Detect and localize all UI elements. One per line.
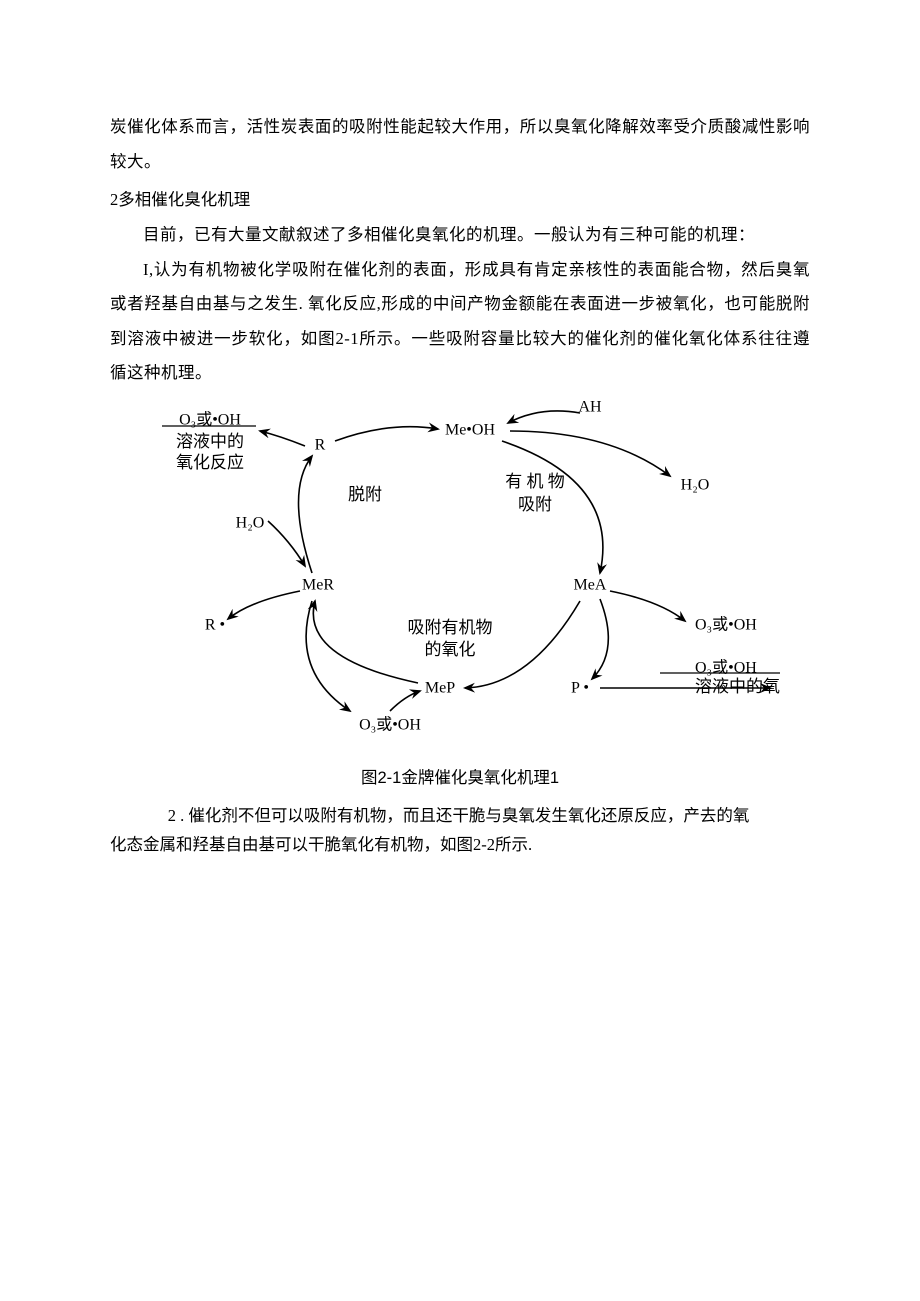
svg-text:MeP: MeP — [425, 680, 455, 697]
svg-text:吸附有机物: 吸附有机物 — [408, 618, 493, 637]
svg-text:有 机 物: 有 机 物 — [505, 472, 565, 491]
svg-text:吸附: 吸附 — [518, 495, 552, 514]
svg-text:R: R — [315, 437, 326, 454]
svg-text:脱附: 脱附 — [348, 485, 382, 504]
svg-text:AH: AH — [578, 401, 602, 416]
svg-text:氧化反应: 氧化反应 — [176, 453, 244, 472]
svg-text:O₃或•OH: O₃或•OH — [359, 716, 421, 734]
svg-text:MeA: MeA — [574, 577, 607, 594]
svg-text:的氧化: 的氧化 — [425, 640, 476, 659]
svg-text:MeR: MeR — [302, 577, 334, 594]
svg-text:溶液中的氧化反应: 溶液中的氧化反应 — [695, 677, 780, 696]
paragraph-5b: 化态金属和羟基自由基可以干脆氧化有机物，如图2-2所示. — [110, 831, 810, 860]
paragraph-1: 炭催化体系而言，活性炭表面的吸附性能起较大作用，所以臭氧化降解效率受介质酸减性影… — [110, 110, 810, 179]
paragraph-3: 目前，已有大量文献叙述了多相催化臭氧化的机理。一般认为有三种可能的机理： — [110, 218, 810, 253]
mechanism-diagram: Me•OHAHH₂OMeAO₃或•OHO₃或•OH溶液中的氧化反应P •MePO… — [140, 401, 810, 746]
paragraph-4: I,认为有机物被化学吸附在催化剂的表面，形成具有肯定亲核性的表面能合物，然后臭氧… — [110, 253, 810, 392]
svg-text:O₃或•OH: O₃或•OH — [695, 616, 757, 634]
svg-text:H₂O: H₂O — [236, 515, 265, 532]
document-page: 炭催化体系而言，活性炭表面的吸附性能起较大作用，所以臭氧化降解效率受介质酸减性影… — [0, 0, 920, 900]
svg-text:P •: P • — [571, 680, 589, 697]
paragraph-5a: 2 . 催化剂不但可以吸附有机物，而且还干脆与臭氧发生氧化还原反应，产去的氧 — [143, 802, 810, 831]
svg-text:R •: R • — [205, 617, 225, 634]
svg-text:H₂O: H₂O — [681, 477, 710, 494]
svg-text:O₃或•OH: O₃或•OH — [695, 659, 757, 677]
figure-caption: 图2-1金牌催化臭氧化机理1 — [110, 764, 810, 788]
svg-text:Me•OH: Me•OH — [445, 422, 495, 439]
svg-text:溶液中的: 溶液中的 — [176, 432, 244, 451]
heading-section-2: 2多相催化臭化机理 — [110, 183, 810, 218]
